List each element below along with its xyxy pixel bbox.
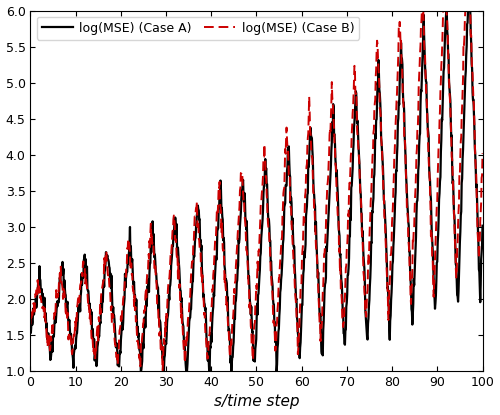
- log(MSE) (Case B): [227, 355, 233, 360]
- log(MSE) (Case A): [444, 8, 450, 13]
- log(MSE) (Case B): [160, 368, 166, 373]
- log(MSE) (Case B): [338, 291, 344, 296]
- X-axis label: s/time step: s/time step: [214, 394, 299, 410]
- Line: log(MSE) (Case B): log(MSE) (Case B): [30, 10, 482, 370]
- log(MSE) (Case B): [74, 320, 80, 325]
- log(MSE) (Case B): [388, 244, 394, 249]
- log(MSE) (Case A): [74, 332, 80, 337]
- log(MSE) (Case B): [210, 268, 216, 273]
- log(MSE) (Case B): [380, 189, 386, 194]
- log(MSE) (Case A): [138, 369, 144, 374]
- log(MSE) (Case A): [388, 290, 394, 295]
- Line: log(MSE) (Case A): log(MSE) (Case A): [30, 10, 482, 371]
- log(MSE) (Case A): [380, 178, 386, 183]
- log(MSE) (Case A): [338, 277, 344, 282]
- log(MSE) (Case A): [480, 223, 486, 228]
- log(MSE) (Case B): [419, 8, 425, 13]
- log(MSE) (Case B): [480, 151, 486, 156]
- log(MSE) (Case A): [210, 291, 216, 296]
- Legend: log(MSE) (Case A), log(MSE) (Case B): log(MSE) (Case A), log(MSE) (Case B): [36, 17, 360, 40]
- log(MSE) (Case A): [227, 341, 233, 346]
- log(MSE) (Case A): [28, 330, 34, 334]
- log(MSE) (Case B): [28, 322, 34, 327]
